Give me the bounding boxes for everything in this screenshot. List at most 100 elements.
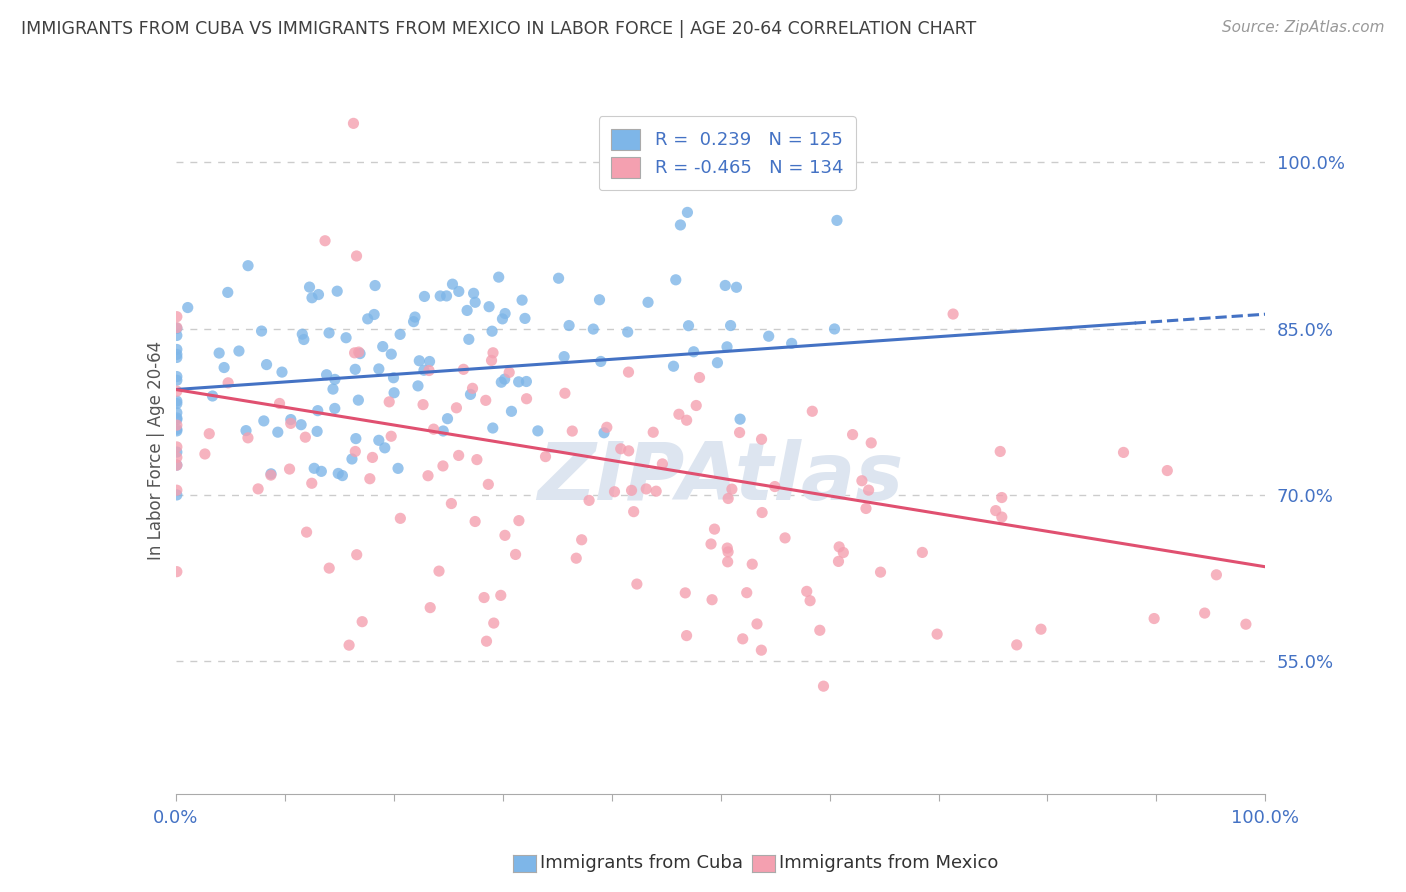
Point [561, 424, 583, 438]
Point [342, 116, 364, 130]
Point [832, 545, 855, 559]
Point [516, 392, 538, 406]
Point [717, 491, 740, 506]
Point [166, 347, 188, 361]
Point [700, 592, 723, 607]
Point [725, 280, 748, 294]
Point [716, 340, 738, 354]
Point [389, 327, 412, 342]
Point [463, 286, 485, 301]
Point [413, 363, 436, 377]
Point [166, 483, 188, 498]
Text: Immigrants from Mexico: Immigrants from Mexico [779, 855, 998, 872]
Point [212, 360, 235, 375]
Point [363, 308, 385, 322]
Point [326, 284, 349, 298]
Point [344, 432, 367, 446]
Point [675, 629, 697, 643]
Point [682, 344, 704, 359]
Point [267, 425, 290, 440]
Point [446, 401, 468, 415]
Point [488, 270, 510, 285]
Point [617, 443, 640, 458]
Point [515, 375, 537, 389]
Point [593, 425, 616, 440]
Point [346, 548, 368, 562]
Point [292, 333, 315, 347]
Point [177, 301, 200, 315]
Point [662, 359, 685, 374]
Point [456, 303, 478, 318]
Point [416, 468, 439, 483]
Point [344, 362, 367, 376]
Point [301, 476, 323, 491]
Point [318, 561, 340, 575]
Point [911, 545, 934, 559]
Point [464, 295, 486, 310]
Point [645, 484, 668, 499]
Point [714, 278, 737, 293]
Point [382, 370, 405, 384]
Point [637, 295, 659, 310]
Point [371, 340, 394, 354]
Point [461, 381, 484, 395]
Point [808, 624, 831, 638]
Point [617, 365, 640, 379]
Point [626, 577, 648, 591]
Point [553, 350, 575, 364]
Point [501, 404, 523, 418]
Point [301, 291, 323, 305]
Point [510, 293, 533, 307]
Point [728, 412, 751, 426]
Point [228, 344, 250, 359]
Point [382, 385, 405, 400]
Point [166, 411, 188, 425]
Point [166, 343, 188, 357]
Point [166, 445, 188, 459]
Point [475, 634, 498, 648]
Point [367, 434, 389, 448]
Point [494, 372, 516, 386]
Point [773, 531, 796, 545]
Point [343, 346, 366, 360]
Point [991, 510, 1014, 524]
Point [194, 447, 217, 461]
Point [447, 285, 470, 299]
Point [565, 551, 588, 566]
Point [166, 422, 188, 436]
Point [482, 345, 505, 359]
Point [166, 384, 188, 399]
Point [389, 511, 412, 525]
Point [308, 287, 330, 301]
Point [347, 345, 370, 359]
Point [620, 483, 643, 498]
Point [323, 401, 346, 416]
Point [361, 450, 384, 465]
Point [166, 458, 188, 472]
Point [217, 285, 239, 300]
Point [668, 407, 690, 421]
Point [673, 586, 696, 600]
Point [720, 318, 742, 333]
Point [508, 375, 530, 389]
Point [280, 417, 302, 431]
Point [609, 442, 631, 456]
Point [352, 615, 374, 629]
Point [436, 289, 458, 303]
Y-axis label: In Labor Force | Age 20-64: In Labor Force | Age 20-64 [146, 341, 165, 560]
Point [460, 387, 482, 401]
Point [166, 418, 188, 433]
Text: Source: ZipAtlas.com: Source: ZipAtlas.com [1222, 20, 1385, 35]
Point [432, 424, 454, 438]
Point [349, 346, 371, 360]
Point [717, 555, 740, 569]
Point [751, 643, 773, 657]
Point [464, 515, 486, 529]
Point [166, 406, 188, 420]
Point [432, 458, 454, 473]
Point [716, 541, 738, 555]
Point [418, 363, 440, 377]
Point [741, 557, 763, 571]
Point [758, 329, 780, 343]
Point [235, 424, 257, 438]
